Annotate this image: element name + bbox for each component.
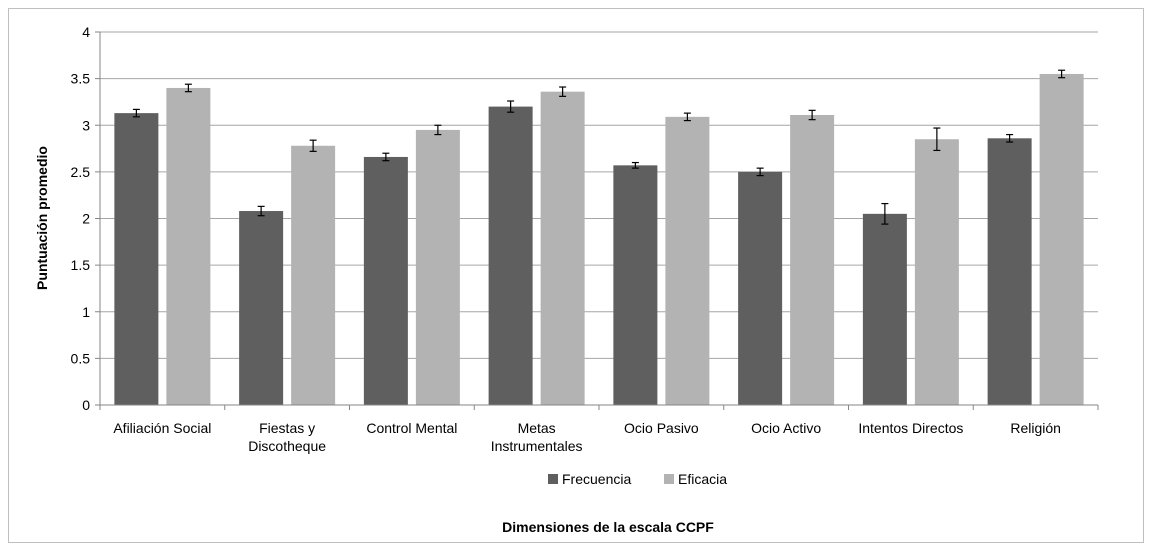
y-tick-label: 0.5 <box>71 350 91 366</box>
bar-frecuencia-7 <box>987 138 1032 405</box>
bar-frecuencia-5 <box>738 171 783 405</box>
bar-eficacia-2 <box>415 129 460 405</box>
x-tick-label: Control Mental <box>366 420 457 436</box>
y-tick-label: 3 <box>82 117 90 133</box>
x-tick-label-line: Metas <box>518 420 556 436</box>
y-tick-label: 4 <box>82 24 90 40</box>
bar-frecuencia-4 <box>613 165 658 405</box>
bar-frecuencia-3 <box>488 106 533 405</box>
x-tick-label: Intentos Directos <box>858 420 963 436</box>
legend: Frecuencia Eficacia <box>548 471 727 487</box>
x-tick-label: Metas Instrumentales <box>491 420 583 454</box>
x-axis-title: Dimensiones de la escala CCPF <box>502 519 714 535</box>
legend-label-frecuencia: Frecuencia <box>562 471 631 487</box>
y-tick-label: 1.5 <box>71 257 91 273</box>
x-axis-ticks: Afiliación Social Fiestas y Discotheque Con… <box>99 405 1099 454</box>
y-tick-label: 3.5 <box>71 71 91 87</box>
x-tick-label-line: Religión <box>1010 420 1061 436</box>
y-tick-label: 2.5 <box>71 164 91 180</box>
x-tick-label-line: Control Mental <box>366 420 457 436</box>
x-tick-label-line: Fiestas y <box>259 420 315 436</box>
y-axis-ticks: 0 0.5 1 1.5 2 2.5 3 3.5 4 <box>71 24 100 413</box>
x-tick-label-line: Ocio Activo <box>751 420 821 436</box>
bars <box>114 73 1084 406</box>
bar-frecuencia-2 <box>363 156 408 405</box>
y-tick-label: 2 <box>82 211 90 227</box>
bar-eficacia-0 <box>166 87 211 405</box>
bar-eficacia-5 <box>790 114 835 406</box>
x-tick-label-line: Discotheque <box>248 438 326 454</box>
y-tick-label: 1 <box>82 304 90 320</box>
x-tick-label: Fiestas y Discotheque <box>248 420 326 454</box>
bar-frecuencia-1 <box>239 211 284 405</box>
bar-eficacia-4 <box>665 116 710 406</box>
y-tick-label: 0 <box>82 397 90 413</box>
bar-eficacia-6 <box>914 139 959 406</box>
bar-frecuencia-6 <box>862 213 907 405</box>
legend-swatch-frecuencia <box>548 474 558 484</box>
y-axis-title: Puntuación promedio <box>34 146 50 290</box>
x-tick-label-line: Afiliación Social <box>113 420 211 436</box>
x-tick-label: Ocio Activo <box>751 420 821 436</box>
bar-frecuencia-0 <box>114 113 159 405</box>
bar-eficacia-7 <box>1039 73 1084 406</box>
error-bars <box>132 69 1066 225</box>
x-tick-label: Religión <box>1010 420 1061 436</box>
bar-eficacia-1 <box>291 145 336 405</box>
x-tick-label: Ocio Pasivo <box>624 420 699 436</box>
x-tick-label-line: Instrumentales <box>491 438 583 454</box>
axes <box>99 32 1098 406</box>
x-tick-label-line: Ocio Pasivo <box>624 420 699 436</box>
x-tick-label: Afiliación Social <box>113 420 211 436</box>
x-tick-label-line: Intentos Directos <box>858 420 963 436</box>
legend-swatch-eficacia <box>664 474 674 484</box>
bar-eficacia-3 <box>540 91 585 406</box>
legend-label-eficacia: Eficacia <box>678 471 727 487</box>
